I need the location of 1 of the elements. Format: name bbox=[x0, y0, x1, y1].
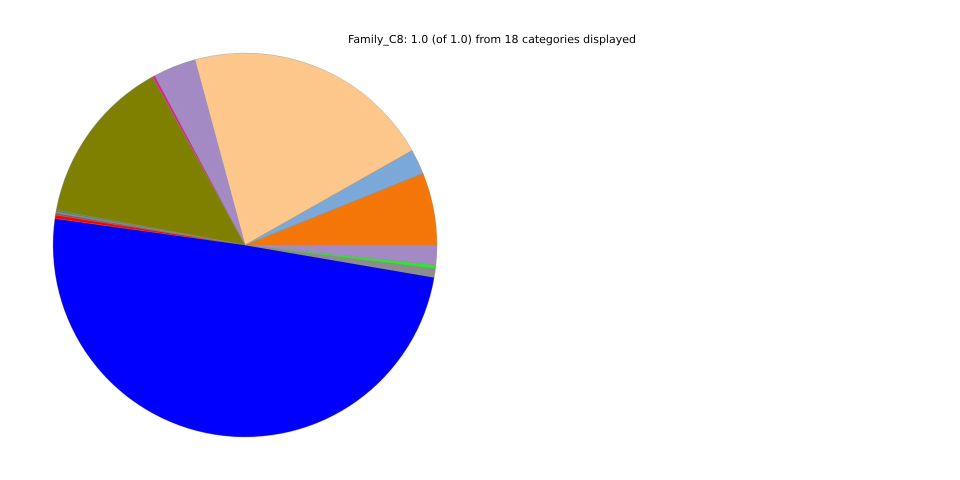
text: Family_C8: 1.0 (of 1.0) from 18 categories displayed bbox=[348, 33, 636, 46]
